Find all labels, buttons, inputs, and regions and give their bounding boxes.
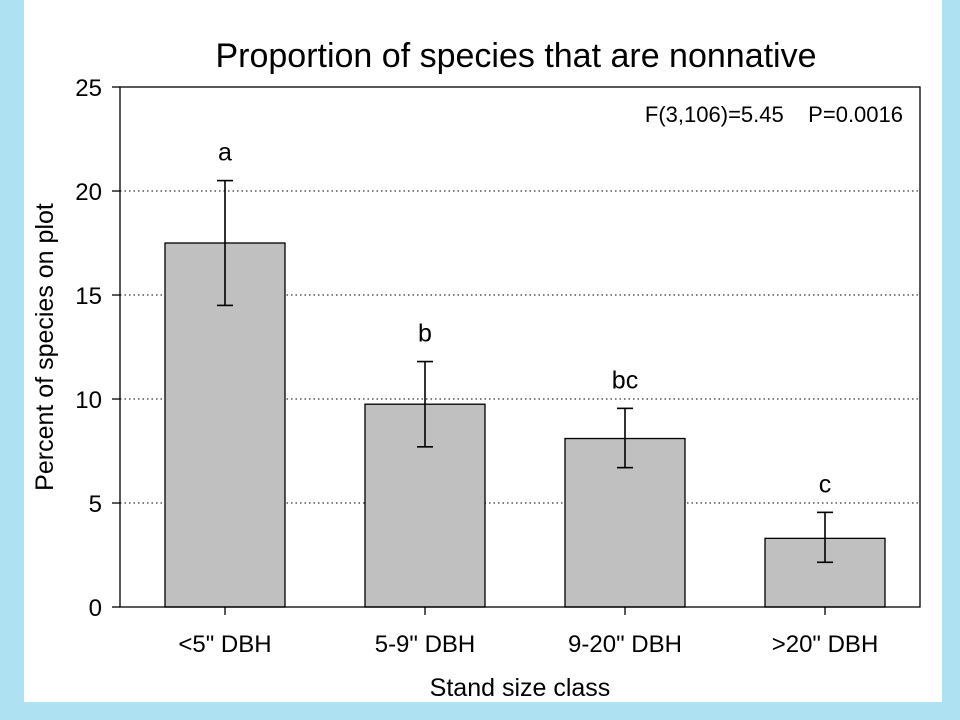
y-tick-label: 10 [75,387,102,414]
y-tick-label: 5 [89,491,102,518]
significance-letter: c [819,470,832,498]
x-tick-label: <5" DBH [178,631,271,658]
x-tick-label: 5-9" DBH [375,631,476,658]
gridlines [120,190,920,504]
significance-letter: bc [612,366,638,394]
left-frame-border [0,0,24,720]
plot-area-frame [119,86,921,608]
significance-letters: a b bc c [218,139,831,499]
significance-letter: b [418,320,432,348]
chart-title: Proportion of species that are nonnative [215,37,816,75]
stats-annotation: F(3,106)=5.45 P=0.0016 [645,102,903,127]
axis-ticks: 0 5 10 15 20 25 <5" DBH 5-9" DBH 9-20" DBH >20" D… [75,75,878,658]
y-tick-label: 15 [75,283,102,310]
y-axis-title: Percent of species on plot [31,203,59,491]
x-axis-title: Stand size class [430,674,611,702]
y-tick-label: 25 [75,75,102,102]
x-tick-label: >20" DBH [772,631,879,658]
significance-letter: a [218,139,232,167]
error-bars [217,179,833,564]
y-tick-label: 20 [75,179,102,206]
y-tick-label: 0 [89,595,102,622]
x-tick-label: 9-20" DBH [568,631,682,658]
bottom-frame-border [0,702,960,720]
right-frame-border [942,0,960,720]
bars [164,242,886,608]
